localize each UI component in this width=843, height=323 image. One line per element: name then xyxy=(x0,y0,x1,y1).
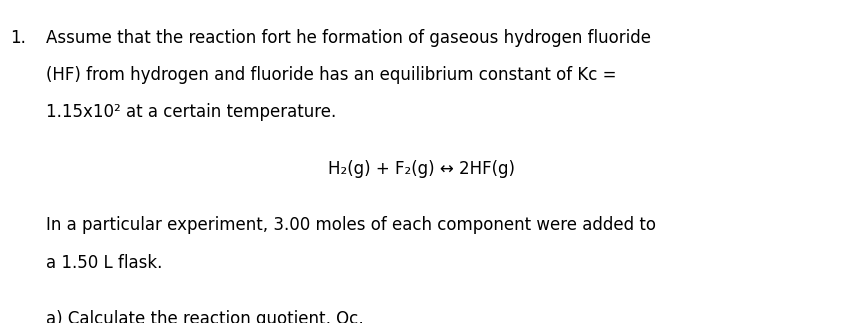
Text: 1.: 1. xyxy=(10,29,26,47)
Text: a) Calculate the reaction quotient, Qc,: a) Calculate the reaction quotient, Qc, xyxy=(46,310,364,323)
Text: Assume that the reaction fort he formation of gaseous hydrogen fluoride: Assume that the reaction fort he formati… xyxy=(46,29,652,47)
Text: H₂(g) + F₂(g) ↔ 2HF(g): H₂(g) + F₂(g) ↔ 2HF(g) xyxy=(328,160,515,178)
Text: In a particular experiment, 3.00 moles of each component were added to: In a particular experiment, 3.00 moles o… xyxy=(46,216,657,234)
Text: a 1.50 L flask.: a 1.50 L flask. xyxy=(46,254,163,272)
Text: (HF) from hydrogen and fluoride has an equilibrium constant of Kc =: (HF) from hydrogen and fluoride has an e… xyxy=(46,66,617,84)
Text: 1.15x10² at a certain temperature.: 1.15x10² at a certain temperature. xyxy=(46,103,336,121)
